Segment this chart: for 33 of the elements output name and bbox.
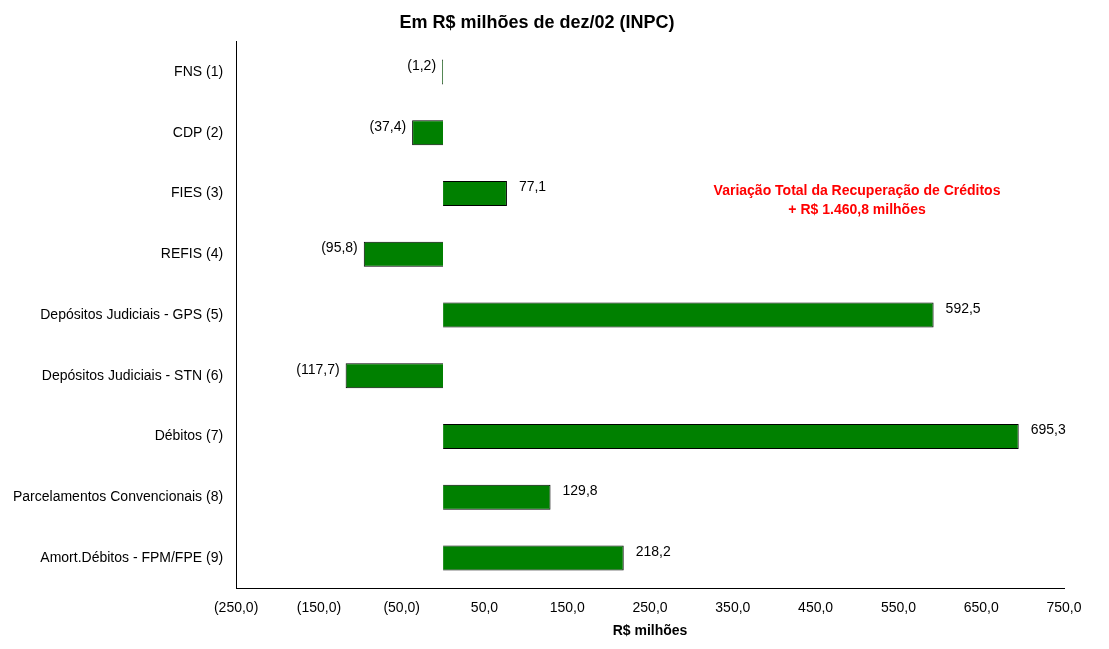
x-axis-title: R$ milhões (612, 622, 688, 639)
y-tick-label: REFIS (4) (160, 245, 224, 262)
x-tick-label: 550,0 (880, 598, 917, 615)
data-label: 218,2 (635, 542, 671, 559)
annotation: + R$ 1.460,8 milhões (788, 201, 926, 218)
data-label: (95,8) (321, 239, 358, 256)
data-label: 695,3 (1030, 421, 1066, 438)
x-tick-label: 50,0 (470, 598, 499, 615)
y-tick-label: Depósitos Judiciais - STN (6) (41, 366, 224, 383)
x-tick-label: 250,0 (632, 598, 668, 615)
data-label: 129,8 (562, 482, 598, 499)
x-tick-label: (50,0) (383, 598, 420, 615)
annotation: Variação Total da Recuperação de Créditos (713, 182, 1001, 199)
y-tick-label: Parcelamentos Convencionais (8) (12, 488, 224, 505)
y-tick-label: Depósitos Judiciais - GPS (5) (40, 305, 224, 322)
x-tick-label: 150,0 (549, 598, 585, 615)
x-tick-label: 750,0 (1046, 598, 1082, 615)
y-tick-label: Débitos (7) (154, 427, 224, 444)
chart-title: Em R$ milhões de dez/02 (INPC) (399, 11, 675, 32)
data-label: 77,1 (518, 178, 547, 195)
x-tick-label: 450,0 (798, 598, 834, 615)
data-label: 592,5 (945, 299, 981, 316)
data-label: (117,7) (296, 360, 340, 377)
x-tick-label: 350,0 (715, 598, 751, 615)
x-tick-label: (150,0) (296, 598, 342, 615)
x-tick-label: 650,0 (963, 598, 999, 615)
y-tick-label: FNS (1) (174, 62, 224, 79)
y-tick-label: Amort.Débitos - FPM/FPE (9) (40, 548, 224, 565)
y-tick-label: CDP (2) (172, 123, 224, 140)
data-label: (1,2) (407, 56, 437, 73)
x-tick-label: (250,0) (213, 598, 259, 615)
y-tick-label: FIES (3) (170, 184, 224, 201)
data-label: (37,4) (369, 117, 407, 134)
